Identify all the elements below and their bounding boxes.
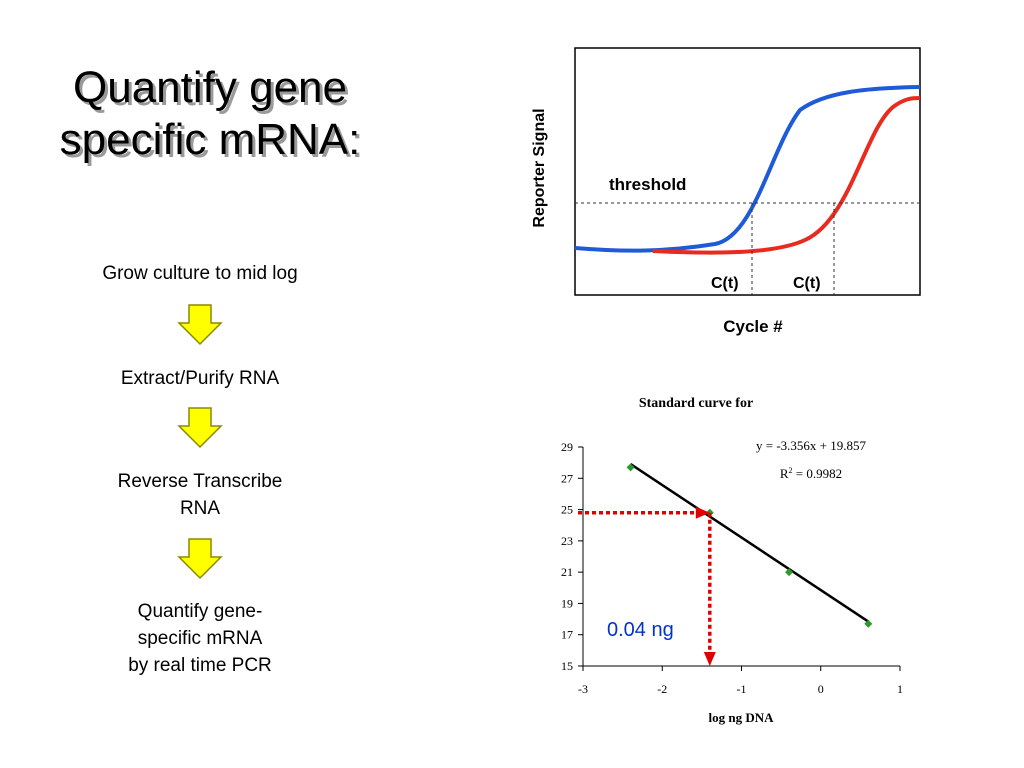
slide-title: Quantify gene specific mRNA: — [20, 62, 400, 166]
x-tick-label: -2 — [657, 682, 667, 696]
y-tick-label: 21 — [561, 565, 573, 579]
r-squared-symbol: R — [780, 466, 789, 481]
y-ticks: 15 17 19 21 23 25 27 29 — [561, 440, 583, 673]
r-squared-superscript: 2 — [789, 466, 793, 475]
step-text: Extract/Purify RNA — [120, 368, 280, 389]
y-tick-label: 15 — [561, 659, 573, 673]
step-text-line-1: Quantify gene- — [137, 601, 263, 622]
step-text-line-1: Reverse Transcribe — [117, 471, 283, 492]
r-squared: R2 = 0.9982 — [780, 466, 842, 481]
chart-title: Standard curve for — [639, 396, 753, 411]
y-tick-label: 17 — [561, 628, 573, 642]
amplification-plot: threshold C(t) C(t) Reporter Signal Cycl… — [531, 47, 921, 336]
x-tick-label: 1 — [897, 682, 903, 696]
fit-equation: y = -3.356x + 19.857 — [756, 438, 866, 453]
y-tick-label: 23 — [561, 534, 573, 548]
fit-line — [629, 462, 869, 623]
x-ticks: -3 -2 -1 0 1 — [578, 666, 903, 696]
down-arrow-icon — [177, 538, 223, 580]
data-point — [785, 568, 794, 577]
plot-frame — [574, 47, 921, 296]
y-axis-label: Reporter Signal — [531, 108, 548, 227]
y-tick-label: 27 — [561, 471, 573, 485]
blue-amplification-curve — [574, 85, 921, 253]
y-tick-label: 29 — [561, 440, 573, 454]
r-squared-value: = 0.9982 — [793, 466, 843, 481]
y-tick-label: 19 — [561, 596, 573, 610]
data-points — [626, 463, 873, 628]
data-point — [626, 463, 635, 472]
step-grow-culture: Grow culture to mid log — [40, 260, 360, 287]
down-arrow-icon — [177, 407, 223, 449]
x-tick-label: 0 — [818, 682, 824, 696]
data-point — [864, 619, 873, 628]
step-reverse-transcribe: Reverse Transcribe RNA — [40, 468, 360, 522]
step-text-line-3: by real time PCR — [128, 655, 272, 676]
ct-label-blue: C(t) — [711, 275, 739, 292]
step-text: Grow culture to mid log — [102, 263, 298, 284]
ct-label-red: C(t) — [793, 275, 821, 292]
step-text-line-2: RNA — [179, 498, 221, 519]
readout-right-arrowhead — [695, 506, 710, 519]
x-axis-label: Cycle # — [723, 317, 783, 336]
x-tick-label: -3 — [578, 682, 588, 696]
step-extract-rna: Extract/Purify RNA — [40, 365, 360, 392]
step-quantify-pcr: Quantify gene- specific mRNA by real tim… — [40, 598, 360, 679]
title-line-2: specific mRNA: — [59, 115, 361, 164]
down-arrow-icon — [177, 304, 223, 346]
title-line-1: Quantify gene — [73, 63, 347, 112]
readout-label: 0.04 ng — [607, 619, 674, 641]
step-text-line-2: specific mRNA — [137, 628, 263, 649]
y-tick-label: 25 — [561, 503, 573, 517]
readout-down-arrowhead — [703, 652, 716, 666]
threshold-label: threshold — [609, 175, 686, 194]
x-tick-label: -1 — [737, 682, 747, 696]
x-axis-label: log ng DNA — [708, 710, 774, 725]
